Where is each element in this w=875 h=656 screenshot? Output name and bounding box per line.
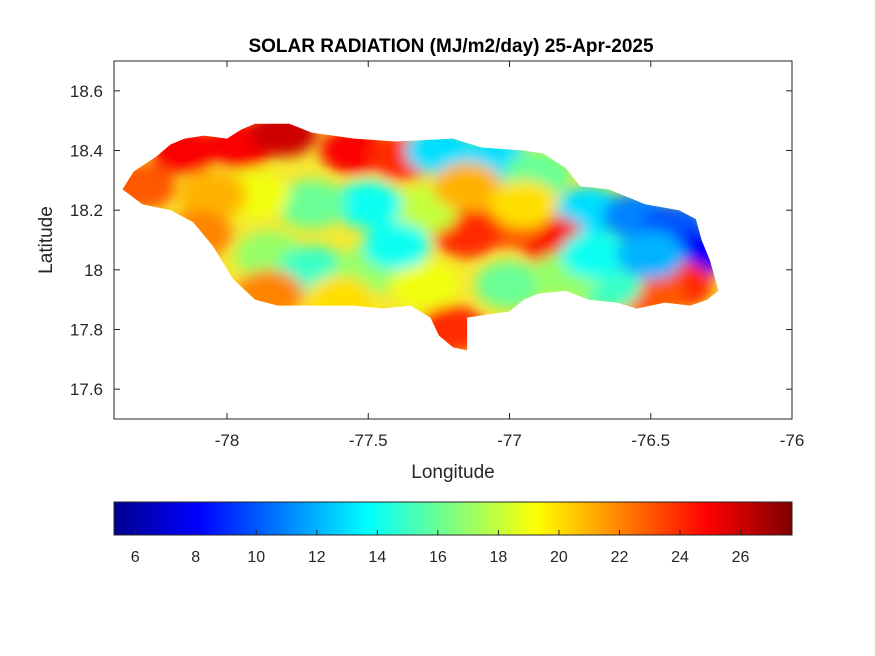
- chart-title: SOLAR RADIATION (MJ/m2/day) 25-Apr-2025: [248, 36, 653, 57]
- field-sample-35: [433, 162, 502, 211]
- colorbar-gradient: [113, 501, 793, 536]
- field-sample-38: [616, 230, 685, 279]
- field-sample-20: [334, 180, 403, 229]
- colorbar-tick-label: 12: [308, 549, 326, 566]
- colorbar-tick-label: 8: [191, 549, 200, 566]
- colorbar-tick-label: 16: [429, 549, 447, 566]
- x-tick-label: -76.5: [631, 431, 670, 450]
- y-tick-label: 17.8: [70, 321, 103, 340]
- colorbar: 6 8 10 12 14 16 18 20 22 24 26: [113, 501, 793, 566]
- colorbar-tick-label: 18: [490, 549, 508, 566]
- field-sample-36: [489, 180, 558, 229]
- colorbar-tick-label: 14: [368, 549, 386, 566]
- x-tick-label: -76: [780, 431, 805, 450]
- plot-area: -78 -77.5 -77 -76.5 -76 18.6 18.4 18.2 18 17.8 17…: [70, 60, 805, 450]
- y-axis-ticks: 18.6 18.4 18.2 18 17.8 17.6: [70, 82, 792, 399]
- field-sample-23: [178, 171, 247, 220]
- colorbar-ticks: 6 8 10 12 14 16 18 20 22 24 26: [131, 530, 750, 566]
- y-tick-label: 18: [84, 261, 103, 280]
- x-axis-label: Longitude: [411, 462, 494, 483]
- x-axis-ticks: -78 -77.5 -77 -76.5 -76: [215, 61, 805, 450]
- colorbar-tick-label: 20: [550, 549, 568, 566]
- y-tick-label: 18.4: [70, 142, 103, 161]
- colorbar-tick-label: 26: [732, 549, 750, 566]
- y-tick-label: 18.2: [70, 201, 103, 220]
- field-sample-3: [249, 123, 318, 157]
- x-tick-label: -78: [215, 431, 240, 450]
- field-sample-34: [362, 221, 431, 270]
- x-tick-label: -77.5: [349, 431, 388, 450]
- field-sample-21: [277, 180, 346, 229]
- colorbar-tick-label: 6: [131, 549, 140, 566]
- y-axis-label: Latitude: [36, 206, 57, 274]
- colorbar-tick-label: 22: [611, 549, 629, 566]
- colorbar-tick-label: 24: [671, 549, 689, 566]
- x-tick-label: -77: [497, 431, 522, 450]
- field-sample-28: [390, 260, 459, 309]
- field-sample-37: [560, 230, 629, 279]
- field-sample-30: [475, 260, 544, 309]
- y-tick-label: 18.6: [70, 82, 103, 101]
- colorbar-tick-label: 10: [247, 549, 265, 566]
- y-tick-label: 17.6: [70, 380, 103, 399]
